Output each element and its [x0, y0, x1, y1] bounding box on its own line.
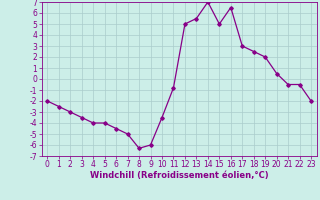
X-axis label: Windchill (Refroidissement éolien,°C): Windchill (Refroidissement éolien,°C) [90, 171, 268, 180]
